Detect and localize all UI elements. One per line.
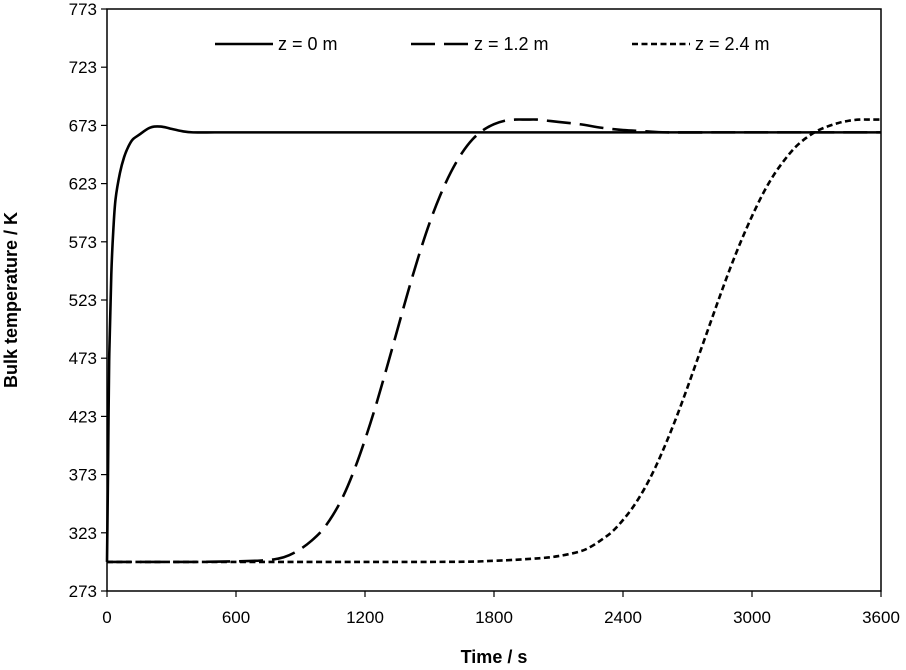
x-tick-label: 600 (222, 608, 250, 627)
series-line-2 (106, 118, 881, 564)
y-tick-label: 273 (69, 582, 97, 601)
x-tick-label: 1200 (346, 608, 384, 627)
y-axis-title: Bulk temperature / K (1, 212, 21, 388)
y-tick-label: 573 (69, 233, 97, 252)
y-tick-label: 423 (69, 407, 97, 426)
y-tick-label: 673 (69, 116, 97, 135)
x-tick-label: 2400 (604, 608, 642, 627)
legend: z = 0 m z = 1.2 m z = 2.4 m (215, 34, 770, 54)
y-tick-label: 773 (69, 0, 97, 19)
x-tick-label: 3000 (733, 608, 771, 627)
x-axis-title: Time / s (461, 647, 528, 667)
y-tick-label: 473 (69, 349, 97, 368)
y-tick-label: 373 (69, 466, 97, 485)
y-tick-label: 523 (69, 291, 97, 310)
x-tick-label: 1800 (475, 608, 513, 627)
x-tick-label: 3600 (862, 608, 900, 627)
series-line-1 (105, 125, 881, 562)
y-tick-label: 323 (69, 524, 97, 543)
plot-frame (106, 8, 882, 592)
series-line-3 (106, 118, 881, 564)
legend-label-1: z = 0 m (278, 34, 338, 54)
x-tick-label: 0 (102, 608, 111, 627)
y-tick-label: 723 (69, 58, 97, 77)
y-axis-ticks: 273 323 373 423 473 523 573 623 673 723 773 (69, 0, 107, 601)
series-layer (105, 118, 881, 564)
x-axis-ticks: 0 600 1200 1800 2400 3000 3600 (102, 591, 900, 627)
legend-label-3: z = 2.4 m (695, 34, 770, 54)
legend-label-2: z = 1.2 m (474, 34, 549, 54)
y-tick-label: 623 (69, 175, 97, 194)
